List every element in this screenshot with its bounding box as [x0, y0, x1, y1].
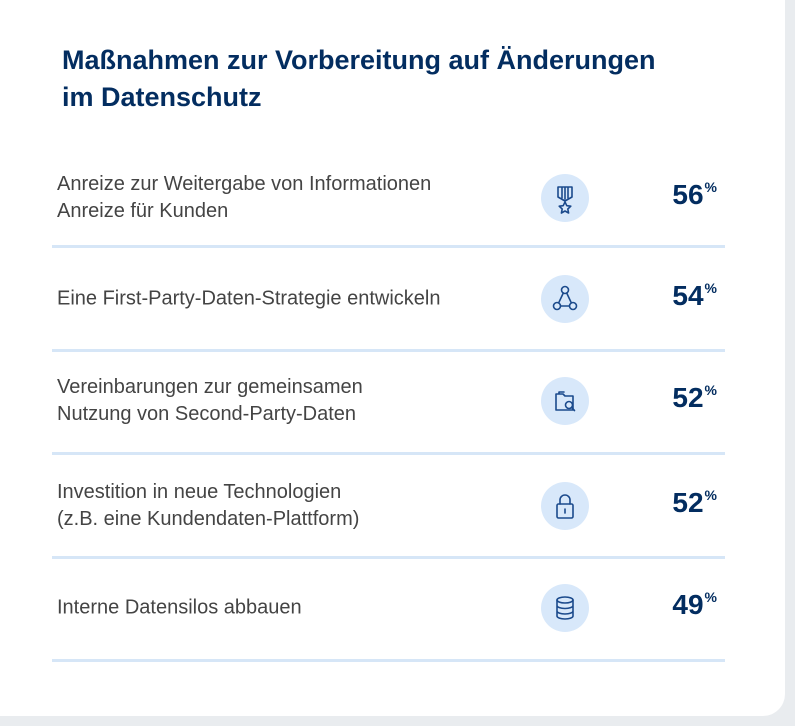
item-icon: [540, 583, 590, 633]
value-unit: %: [704, 382, 717, 398]
label-line: (z.B. eine Kundendaten-Plattform): [57, 508, 360, 530]
value-unit: %: [704, 179, 717, 195]
item-icon: [540, 376, 590, 426]
item-label: Vereinbarungen zur gemeinsamen Nutzung vo…: [57, 374, 363, 428]
item-value: 49%: [672, 589, 717, 621]
item-icon: [540, 173, 590, 223]
value-number: 49: [672, 589, 704, 620]
item-label: Eine First-Party-Daten-Strategie entwick…: [57, 286, 440, 313]
value-number: 56: [672, 179, 704, 210]
card: Maßnahmen zur Vorbereitung auf Änderunge…: [0, 0, 785, 716]
item-icon: [540, 481, 590, 531]
separator: [52, 452, 725, 455]
item-label: Interne Datensilos abbauen: [57, 595, 302, 622]
title-line: Maßnahmen zur Vorbereitung auf Änderunge…: [62, 45, 656, 75]
separator: [52, 349, 725, 352]
value-unit: %: [704, 487, 717, 503]
item-value: 52%: [672, 487, 717, 519]
item-icon: [540, 274, 590, 324]
label-line: Nutzung von Second-Party-Daten: [57, 403, 357, 425]
separator: [52, 245, 725, 248]
icon: [541, 377, 589, 425]
label-line: Anreize zur Weitergabe von Informationen: [57, 173, 432, 195]
item-value: 54%: [672, 280, 717, 312]
label-line: Interne Datensilos abbauen: [57, 596, 302, 619]
label-line: Anreize für Kunden: [57, 200, 229, 222]
icon: [541, 174, 589, 222]
label-line: Investition in neue Technologien: [57, 481, 342, 503]
item-value: 52%: [672, 382, 717, 414]
value-number: 54: [672, 280, 704, 311]
separator: [52, 659, 725, 662]
icon: [541, 275, 589, 323]
value-unit: %: [704, 280, 717, 296]
value-number: 52: [672, 487, 704, 518]
separator: [52, 556, 725, 559]
value-unit: %: [704, 589, 717, 605]
item-value: 56%: [672, 179, 717, 211]
label-line: Eine First-Party-Daten-Strategie entwick…: [57, 287, 441, 310]
label-line: Vereinbarungen zur gemeinsamen: [57, 376, 363, 398]
title: Maßnahmen zur Vorbereitung auf Änderunge…: [62, 42, 656, 116]
value-number: 52: [672, 382, 704, 413]
icon: [541, 482, 589, 530]
title-line: im Datenschutz: [62, 82, 262, 112]
item-label: Anreize zur Weitergabe von Informationen…: [57, 171, 431, 225]
icon: [541, 584, 589, 632]
item-label: Investition in neue Technologien (z.B. ei…: [57, 479, 359, 533]
